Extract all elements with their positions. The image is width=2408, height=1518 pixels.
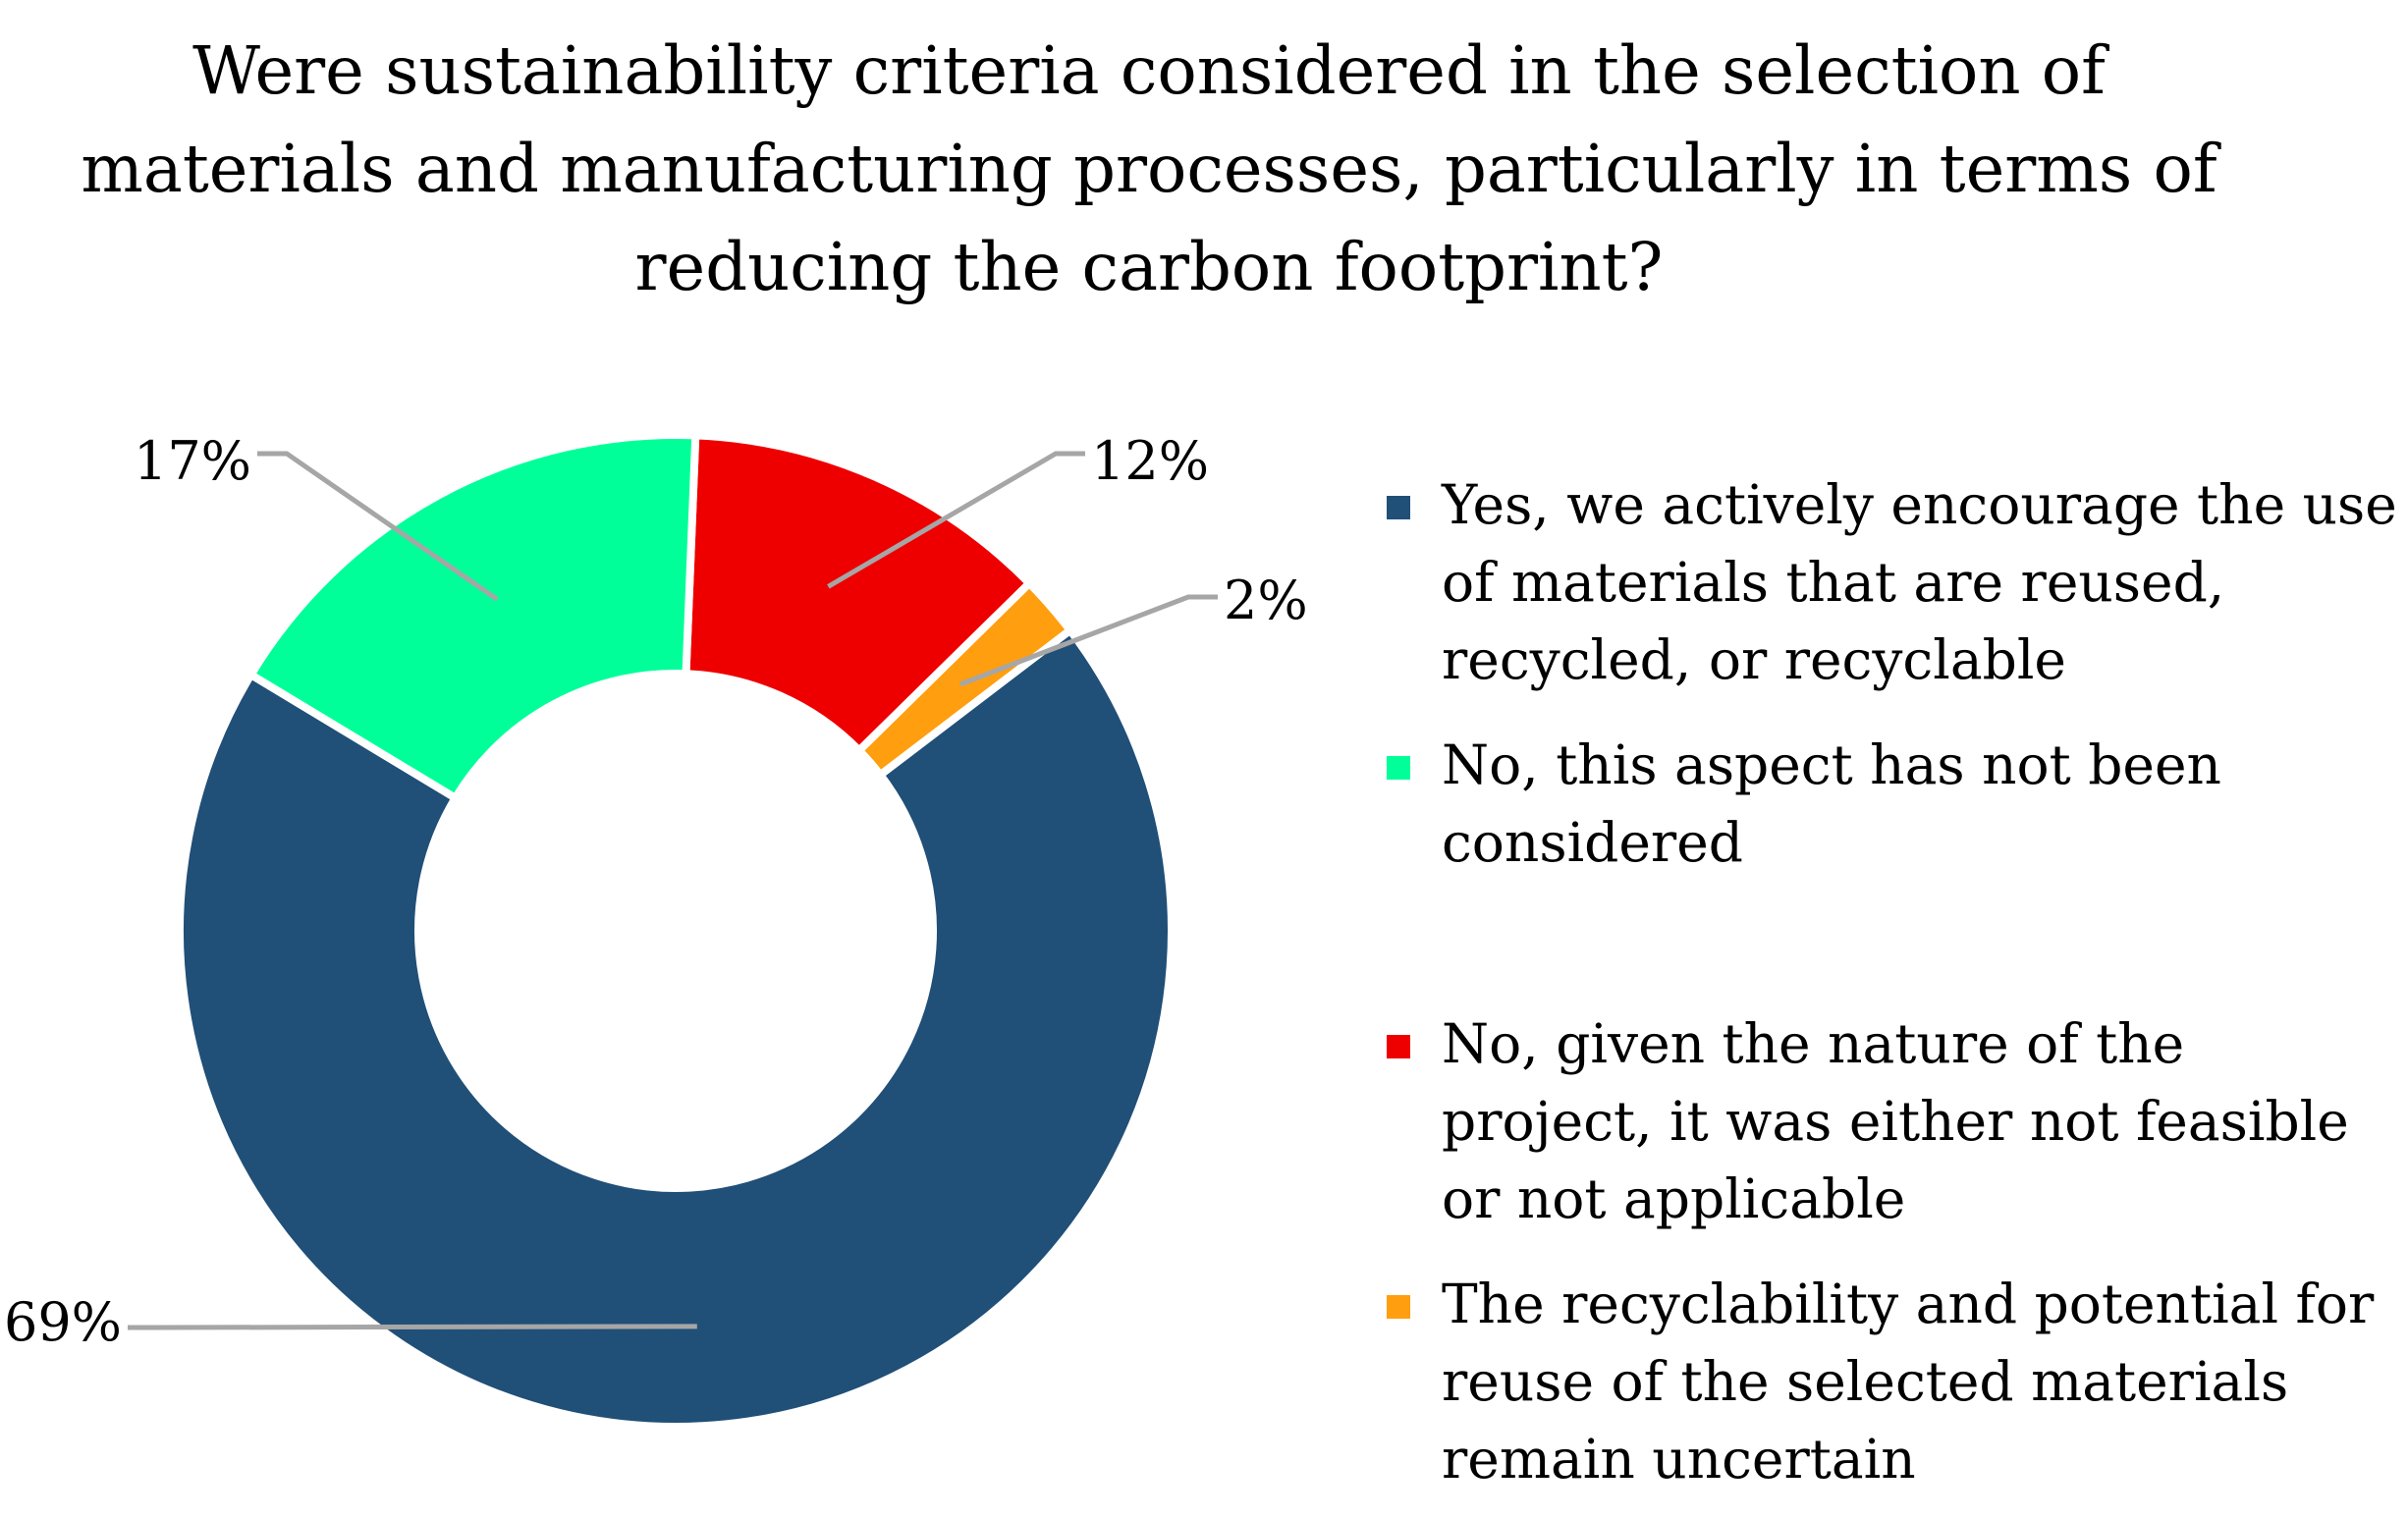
slice-no-not-feasible (682, 431, 1035, 757)
legend-label: No, given the nature of the project, it … (1442, 1012, 2349, 1230)
data-labels: 69% 17% 12% 2% (4, 430, 1308, 1353)
data-label-12: 12% (1091, 430, 1209, 492)
legend-item-no-not-feasible: No, given the nature of the project, it … (1387, 1005, 2408, 1238)
data-label-2: 2% (1224, 569, 1308, 631)
legend-label: The recyclability and potential for reus… (1442, 1273, 2375, 1491)
legend-item-no-not-considered: No, this aspect has not been considered (1387, 727, 2408, 882)
slice-no-not-considered (246, 431, 700, 804)
legend-swatch-yes (1387, 496, 1410, 519)
leader-line-69 (128, 1324, 697, 1330)
legend-item-yes-encourage: Yes, we actively encourage the use of ma… (1387, 466, 2408, 699)
leader-lines (128, 451, 1218, 1330)
legend-swatch-no-not-considered (1387, 756, 1410, 780)
data-label-17: 17% (134, 430, 251, 492)
slice-yes-encourage (176, 624, 1176, 1432)
chart-title: Were sustainability criteria considered … (81, 32, 2217, 305)
leader-line-17 (257, 451, 499, 602)
legend-item-uncertain: The recyclability and potential for reus… (1387, 1266, 2408, 1498)
leader-line-2 (958, 594, 1218, 687)
legend-swatch-no-not-feasible (1387, 1035, 1410, 1058)
legend-swatch-uncertain (1387, 1295, 1410, 1319)
legend-label: Yes, we actively encourage the use of ma… (1442, 473, 2397, 691)
legend-label: No, this aspect has not been considered (1442, 733, 2221, 874)
donut-slices (176, 431, 1176, 1432)
leader-line-12 (827, 451, 1085, 589)
legend: Yes, we actively encourage the use of ma… (1387, 466, 2408, 1498)
data-label-69: 69% (4, 1291, 122, 1353)
